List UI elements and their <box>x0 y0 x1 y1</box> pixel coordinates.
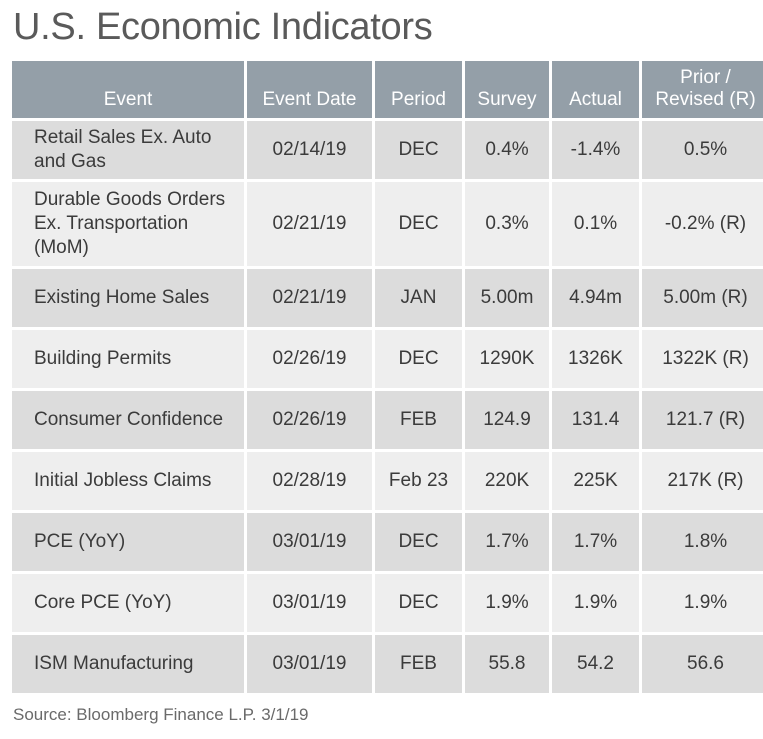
date-cell: 02/21/19 <box>247 182 372 266</box>
actual-cell: 131.4 <box>552 391 639 449</box>
table-row: Initial Jobless Claims 02/28/19 Feb 23 2… <box>12 452 763 510</box>
table-header-row: Event Event Date Period Survey Actual Pr… <box>12 61 763 118</box>
event-cell: PCE (YoY) <box>12 513 244 571</box>
survey-cell: 1.9% <box>465 574 549 632</box>
column-header-period: Period <box>375 61 462 118</box>
event-cell: Durable Goods Orders Ex. Transportation … <box>12 182 244 266</box>
date-cell: 02/21/19 <box>247 269 372 327</box>
date-cell: 02/14/19 <box>247 121 372 179</box>
source-note: Source: Bloomberg Finance L.P. 3/1/19 <box>13 705 309 724</box>
table-row: Retail Sales Ex. Auto and Gas 02/14/19 D… <box>12 121 763 179</box>
table-row: Building Permits 02/26/19 DEC 1290K 1326… <box>12 330 763 388</box>
prior-cell: 5.00m (R) <box>642 269 763 327</box>
prior-cell: 217K (R) <box>642 452 763 510</box>
event-cell: Initial Jobless Claims <box>12 452 244 510</box>
table-row: Consumer Confidence 02/26/19 FEB 124.9 1… <box>12 391 763 449</box>
actual-cell: 0.1% <box>552 182 639 266</box>
prior-cell: 0.5% <box>642 121 763 179</box>
table-row: PCE (YoY) 03/01/19 DEC 1.7% 1.7% 1.8% <box>12 513 763 571</box>
prior-cell: 56.6 <box>642 635 763 693</box>
event-cell: ISM Manufacturing <box>12 635 244 693</box>
period-cell: FEB <box>375 391 462 449</box>
column-header-event-date: Event Date <box>247 61 372 118</box>
table-row: ISM Manufacturing 03/01/19 FEB 55.8 54.2… <box>12 635 763 693</box>
table-row: Core PCE (YoY) 03/01/19 DEC 1.9% 1.9% 1.… <box>12 574 763 632</box>
prior-cell: -0.2% (R) <box>642 182 763 266</box>
survey-cell: 1.7% <box>465 513 549 571</box>
prior-cell: 121.7 (R) <box>642 391 763 449</box>
table-row: Existing Home Sales 02/21/19 JAN 5.00m 4… <box>12 269 763 327</box>
actual-cell: -1.4% <box>552 121 639 179</box>
actual-cell: 1.9% <box>552 574 639 632</box>
date-cell: 03/01/19 <box>247 635 372 693</box>
period-cell: JAN <box>375 269 462 327</box>
date-cell: 03/01/19 <box>247 513 372 571</box>
date-cell: 02/28/19 <box>247 452 372 510</box>
column-header-event: Event <box>12 61 244 118</box>
period-cell: DEC <box>375 513 462 571</box>
survey-cell: 0.3% <box>465 182 549 266</box>
survey-cell: 124.9 <box>465 391 549 449</box>
survey-cell: 5.00m <box>465 269 549 327</box>
column-header-prior: Prior / Revised (R) <box>642 61 763 118</box>
period-cell: DEC <box>375 182 462 266</box>
period-cell: DEC <box>375 574 462 632</box>
event-cell: Retail Sales Ex. Auto and Gas <box>12 121 244 179</box>
prior-cell: 1322K (R) <box>642 330 763 388</box>
date-cell: 02/26/19 <box>247 330 372 388</box>
actual-cell: 1.7% <box>552 513 639 571</box>
actual-cell: 54.2 <box>552 635 639 693</box>
page-title: U.S. Economic Indicators <box>13 6 433 48</box>
period-cell: DEC <box>375 330 462 388</box>
date-cell: 02/26/19 <box>247 391 372 449</box>
event-cell: Core PCE (YoY) <box>12 574 244 632</box>
survey-cell: 55.8 <box>465 635 549 693</box>
column-header-actual: Actual <box>552 61 639 118</box>
survey-cell: 1290K <box>465 330 549 388</box>
indicators-table: Event Event Date Period Survey Actual Pr… <box>9 58 763 696</box>
table-row: Durable Goods Orders Ex. Transportation … <box>12 182 763 266</box>
prior-cell: 1.8% <box>642 513 763 571</box>
period-cell: Feb 23 <box>375 452 462 510</box>
survey-cell: 0.4% <box>465 121 549 179</box>
survey-cell: 220K <box>465 452 549 510</box>
actual-cell: 225K <box>552 452 639 510</box>
column-header-survey: Survey <box>465 61 549 118</box>
period-cell: FEB <box>375 635 462 693</box>
actual-cell: 1326K <box>552 330 639 388</box>
event-cell: Existing Home Sales <box>12 269 244 327</box>
actual-cell: 4.94m <box>552 269 639 327</box>
date-cell: 03/01/19 <box>247 574 372 632</box>
event-cell: Consumer Confidence <box>12 391 244 449</box>
period-cell: DEC <box>375 121 462 179</box>
event-cell: Building Permits <box>12 330 244 388</box>
column-header-prior-line2: Revised (R) <box>655 89 756 110</box>
column-header-prior-line1: Prior / <box>680 67 731 88</box>
prior-cell: 1.9% <box>642 574 763 632</box>
